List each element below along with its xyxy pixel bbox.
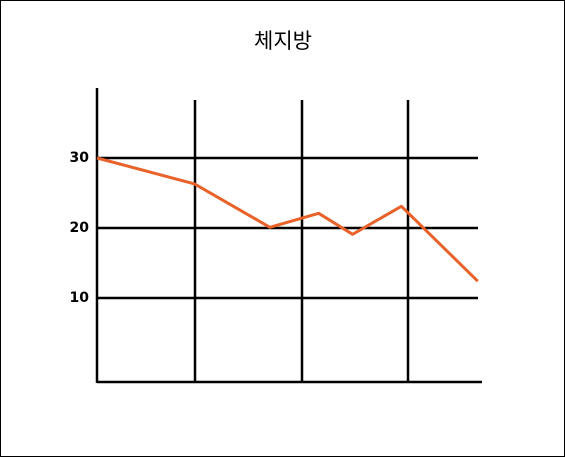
data-line: [96, 156, 479, 283]
y-tick-label: 20: [70, 220, 90, 236]
chart-title: 체지방: [254, 29, 312, 53]
y-tick-label: 30: [70, 150, 90, 166]
y-tick-label: 10: [70, 290, 90, 306]
vertical-grid: [193, 100, 410, 382]
